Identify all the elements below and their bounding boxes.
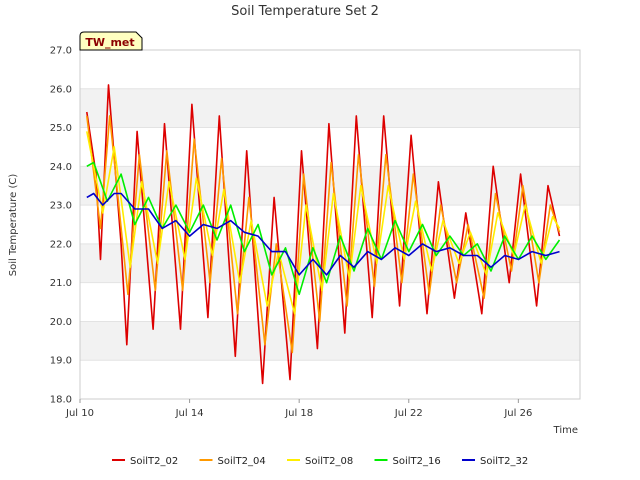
y-tick-label: 22.0: [50, 239, 72, 250]
y-tick-label: 20.0: [50, 317, 72, 328]
legend-label: SoilT2_02: [130, 456, 178, 467]
station-badge-label: TW_met: [85, 36, 134, 49]
legend-item-soilt2_16: SoilT2_16: [374, 456, 441, 467]
y-tick-label: 18.0: [50, 395, 72, 406]
series-lines: [86, 84, 561, 385]
grid-bands: [80, 49, 580, 400]
x-tick-label: Jul 14: [175, 408, 204, 419]
y-tick-label: 26.0: [50, 84, 72, 95]
y-tick-label: 25.0: [50, 123, 72, 134]
y-tick-label: 21.0: [50, 278, 72, 289]
y-tick-label: 19.0: [50, 356, 72, 367]
legend-label: SoilT2_32: [480, 456, 528, 467]
series-line-soilt2_32: [86, 192, 560, 276]
station-badge-box: [79, 31, 143, 51]
x-axis: Jul 10 Jul 14 Jul 18 Jul 22 Jul 26: [65, 399, 532, 419]
x-tick-label: Jul 22: [394, 408, 423, 419]
series-line-soilt2_16: [86, 161, 561, 296]
y-axis: 18.0 19.0 20.0 21.0 22.0 23.0 24.0 25.0 26.0 27.0: [50, 46, 72, 406]
x-tick-label: Jul 18: [284, 408, 313, 419]
legend: SoilT2_02 SoilT2_04 SoilT2_08 SoilT2_16 Soil…: [112, 456, 528, 467]
y-tick-label: 24.0: [50, 162, 72, 173]
legend-label: SoilT2_04: [218, 456, 266, 467]
y-axis-title: Soil Temperature (C): [8, 174, 19, 277]
grid-band: [80, 321, 580, 361]
x-tick-label: Jul 10: [65, 408, 94, 419]
legend-label: SoilT2_08: [305, 456, 353, 467]
station-badge: TW_met: [79, 31, 143, 51]
chart-title: Soil Temperature Set 2: [231, 4, 379, 19]
y-tick-label: 27.0: [50, 46, 72, 57]
grid-band: [80, 88, 580, 128]
x-axis-title: Time: [553, 425, 578, 436]
legend-item-soilt2_04: SoilT2_04: [199, 456, 266, 467]
legend-label: SoilT2_16: [393, 456, 441, 467]
legend-item-soilt2_32: SoilT2_32: [462, 456, 528, 467]
plot-frame: [79, 49, 581, 400]
y-tick-label: 23.0: [50, 201, 72, 212]
x-tick-label: Jul 26: [503, 408, 532, 419]
legend-item-soilt2_02: SoilT2_02: [112, 456, 178, 467]
legend-item-soilt2_08: SoilT2_08: [287, 456, 353, 467]
series-line-soilt2_04: [86, 115, 561, 354]
